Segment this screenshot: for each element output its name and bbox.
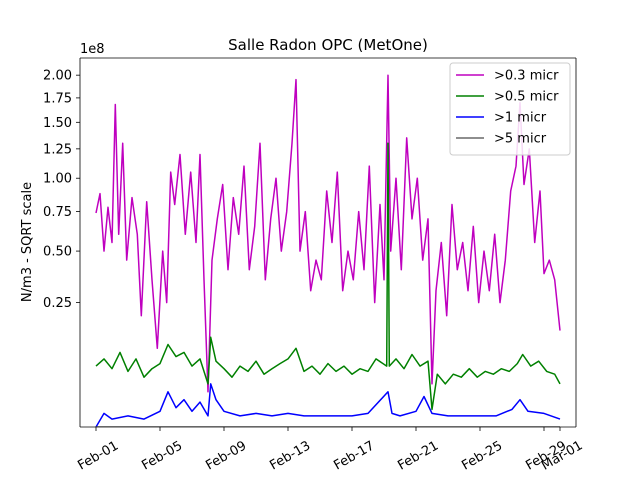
y-tick-label: 0.75 — [43, 205, 72, 220]
y-tick-label: 1.50 — [43, 116, 72, 131]
legend-label: >1 micr — [494, 111, 547, 126]
legend-label: >0.3 micr — [494, 69, 559, 84]
y-tick-label: 0.25 — [43, 296, 72, 311]
axes — [79, 57, 577, 428]
y-tick-label: 1.75 — [43, 91, 72, 106]
legend-box — [449, 62, 571, 156]
legend: >0.3 micr >0.5 micr >1 micr >5 micr — [449, 62, 571, 156]
legend-label: >5 micr — [494, 132, 547, 147]
legend-label: >0.5 micr — [494, 90, 559, 105]
series-line-2 — [95, 383, 561, 427]
y-axis-label: N/m3 - SQRT scale — [20, 182, 35, 302]
series-line-0 — [95, 74, 561, 393]
y-tick-label: 0.50 — [43, 245, 72, 260]
chart-title: Salle Radon OPC (MetOne) — [228, 36, 428, 54]
series-line-1 — [95, 142, 561, 411]
series-layer — [95, 74, 561, 427]
y-tick-label: 1.25 — [43, 142, 72, 157]
y-tick-label: 2.00 — [43, 69, 72, 84]
y-tick-label: 1.00 — [43, 172, 72, 187]
y-offset-label: 1e8 — [80, 42, 105, 57]
